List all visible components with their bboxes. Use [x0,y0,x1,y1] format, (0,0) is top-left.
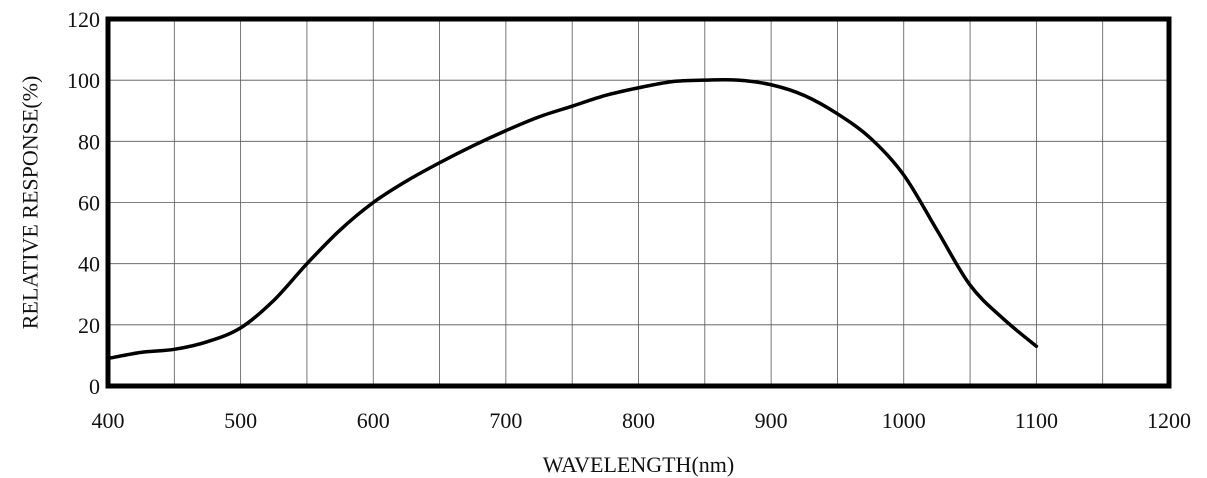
grid-lines [108,19,1169,386]
x-tick-label: 1000 [882,408,926,433]
x-axis-tick-labels: 400 500 600 700 800 900 1000 1100 1200 [92,408,1192,433]
y-tick-label: 100 [67,68,100,93]
plot-frame [105,16,1172,389]
y-tick-label: 80 [78,129,100,154]
y-axis-label: RELATIVE RESPONSE(%) [18,76,43,330]
x-tick-label: 700 [489,408,522,433]
x-tick-label: 500 [224,408,257,433]
y-tick-label: 20 [78,313,100,338]
x-tick-label: 600 [357,408,390,433]
y-axis-tick-labels: 0 20 40 60 80 100 120 [67,7,100,399]
response-curve [106,78,1039,361]
y-tick-label: 40 [78,252,100,277]
x-tick-label: 1200 [1147,408,1191,433]
x-tick-label: 900 [755,408,788,433]
y-tick-label: 60 [78,191,100,216]
y-tick-label: 0 [89,374,100,399]
y-tick-label: 120 [67,7,100,32]
x-axis-label: WAVELENGTH(nm) [543,452,734,477]
x-tick-label: 1100 [1015,408,1058,433]
x-tick-label: 400 [92,408,125,433]
x-tick-label: 800 [622,408,655,433]
